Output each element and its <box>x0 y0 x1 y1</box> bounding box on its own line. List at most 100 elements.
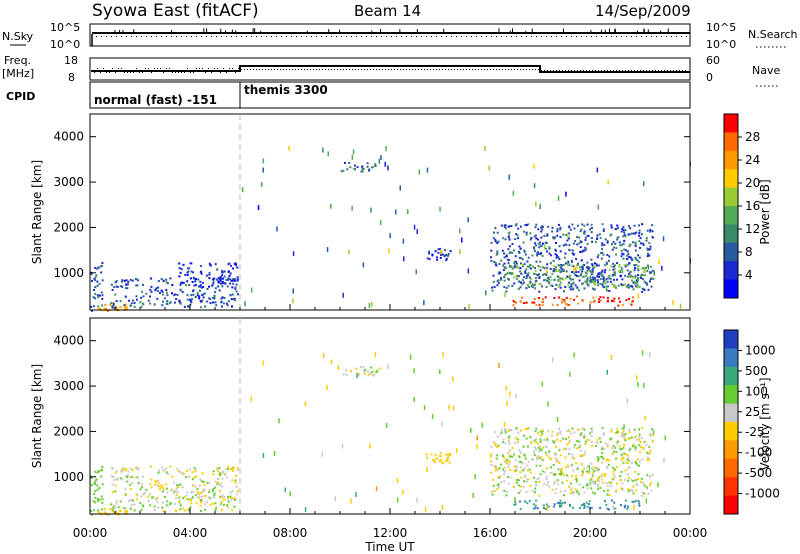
data-cell <box>581 276 584 278</box>
data-cell <box>367 370 370 373</box>
data-cell <box>556 417 559 422</box>
data-cell <box>221 271 224 274</box>
data-cell <box>649 228 652 231</box>
nsearch-dot <box>181 36 182 37</box>
data-cell <box>627 286 630 288</box>
data-cell <box>495 264 498 267</box>
nsearch-dot <box>196 36 197 37</box>
data-cell <box>559 265 562 268</box>
data-cell <box>641 458 644 461</box>
data-cell <box>549 472 552 474</box>
data-cell <box>143 491 146 494</box>
data-cell <box>227 263 230 266</box>
data-cell <box>588 266 591 269</box>
data-cell <box>571 261 573 263</box>
data-cell <box>190 301 193 304</box>
data-cell <box>366 162 369 165</box>
data-cell <box>611 274 614 277</box>
nsearch-tick-top: 10^5 <box>706 21 736 34</box>
data-cell <box>157 471 160 474</box>
data-cell <box>557 195 560 201</box>
data-cell <box>156 500 159 503</box>
data-cell <box>591 268 594 271</box>
data-cell <box>571 492 574 495</box>
data-cell <box>590 506 593 509</box>
colorbar-swatch <box>724 477 738 497</box>
data-cell <box>370 166 373 169</box>
data-cell <box>192 293 195 296</box>
nave-dot <box>565 70 566 71</box>
data-cell <box>588 269 591 272</box>
data-cell <box>596 234 599 237</box>
data-cell <box>114 293 117 296</box>
data-cell <box>578 275 580 278</box>
data-cell <box>577 289 580 292</box>
data-cell <box>621 432 624 438</box>
data-cell <box>188 498 191 501</box>
data-cell <box>595 467 598 470</box>
data-cell <box>601 269 604 272</box>
data-cell <box>607 179 609 185</box>
data-cell <box>170 489 173 492</box>
nsearch-dot <box>456 36 457 37</box>
data-cell <box>94 297 97 300</box>
data-cell <box>557 285 560 288</box>
data-cell <box>192 483 195 486</box>
nsearch-dot <box>106 36 107 37</box>
nave-dot <box>283 69 284 70</box>
data-cell <box>498 475 501 478</box>
data-cell <box>536 252 539 255</box>
data-cell <box>530 441 533 444</box>
data-cell <box>550 458 553 461</box>
data-cell <box>635 231 638 234</box>
data-cell <box>557 279 560 281</box>
data-cell <box>611 447 613 450</box>
data-cell <box>626 454 629 457</box>
data-cell <box>490 249 493 252</box>
data-cell <box>537 446 540 449</box>
data-cell <box>606 289 609 292</box>
data-cell <box>510 225 513 228</box>
data-cell <box>220 496 223 499</box>
data-cell <box>129 467 132 470</box>
data-cell <box>586 269 589 272</box>
data-cell <box>593 299 596 302</box>
data-cell <box>649 352 651 358</box>
data-cell <box>546 266 549 269</box>
data-cell <box>219 472 222 475</box>
data-cell <box>208 297 211 300</box>
data-cell <box>130 507 132 510</box>
freq-tick-top: 18 <box>64 54 78 67</box>
data-cell <box>534 430 537 433</box>
data-cell <box>518 252 521 254</box>
data-cell <box>199 280 202 283</box>
data-cell <box>612 445 615 447</box>
data-cell <box>188 475 191 478</box>
data-cell <box>155 498 157 501</box>
data-cell <box>174 490 177 493</box>
data-cell <box>165 467 168 470</box>
data-cell <box>557 269 560 272</box>
data-cell <box>593 265 595 268</box>
data-cell <box>322 147 324 153</box>
data-cell <box>553 480 556 483</box>
data-cell <box>580 272 583 275</box>
data-cell <box>596 483 599 486</box>
data-cell <box>133 503 136 506</box>
data-cell <box>596 167 599 173</box>
data-cell <box>528 500 531 503</box>
data-cell <box>150 290 153 293</box>
data-cell <box>233 278 236 280</box>
data-cell <box>616 278 618 281</box>
data-cell <box>96 284 99 287</box>
data-cell <box>507 235 510 238</box>
data-cell <box>527 223 530 226</box>
data-cell <box>220 305 223 308</box>
data-cell <box>533 235 536 238</box>
data-cell <box>497 282 500 284</box>
data-cell <box>579 455 582 457</box>
data-cell <box>553 237 556 240</box>
data-cell <box>578 440 581 443</box>
data-cell <box>186 280 189 283</box>
data-cell <box>579 230 582 233</box>
